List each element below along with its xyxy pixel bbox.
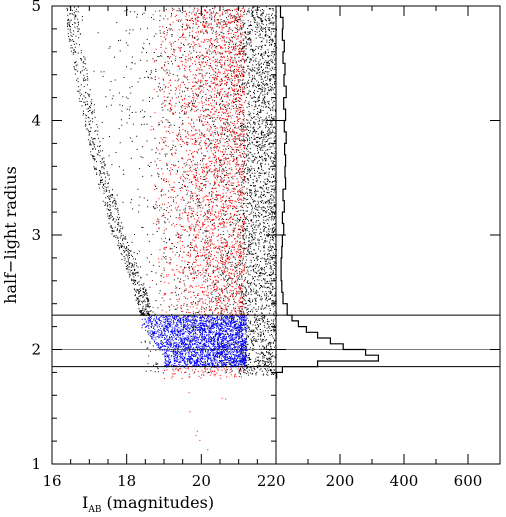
y-tick-label: 3 bbox=[31, 226, 41, 244]
histogram-ticks: 0 200 400 600 bbox=[275, 5, 500, 490]
hist-x-tick-label: 0 bbox=[276, 472, 286, 490]
y-tick-label: 1 bbox=[31, 455, 41, 473]
x-axis-title-rest: (magnitudes) bbox=[107, 493, 215, 512]
y-axis-title: half−light radius bbox=[1, 166, 20, 304]
left-horizontal-lines bbox=[52, 314, 276, 368]
y-tick-label: 2 bbox=[31, 341, 41, 359]
histogram-horizontal-lines bbox=[276, 314, 500, 368]
scatter-points bbox=[66, 6, 278, 451]
x-tick-label: 22 bbox=[257, 472, 276, 490]
histogram-panel: 0 200 400 600 bbox=[275, 5, 501, 490]
x-tick-label: 18 bbox=[117, 472, 136, 490]
red-points bbox=[150, 6, 246, 451]
x-axis-title: IAB (magnitudes) bbox=[82, 493, 214, 515]
histogram-line bbox=[276, 5, 379, 379]
x-tick-label: 16 bbox=[42, 472, 61, 490]
x-axis-title-sub: AB bbox=[87, 505, 101, 515]
hist-x-tick-label: 200 bbox=[326, 472, 355, 490]
x-axis-title-main: I bbox=[82, 493, 88, 512]
blue-points bbox=[141, 315, 248, 368]
y-tick-label: 4 bbox=[31, 112, 41, 130]
histogram-frame bbox=[275, 5, 501, 465]
hist-x-tick-label: 600 bbox=[454, 472, 483, 490]
y-tick-label: 5 bbox=[31, 0, 41, 15]
scatter-panel: 16 18 20 22 1 2 3 4 5 bbox=[31, 0, 278, 490]
black-points bbox=[66, 6, 278, 376]
hist-x-tick-label: 400 bbox=[390, 472, 419, 490]
x-tick-label: 20 bbox=[192, 472, 211, 490]
scatter-ticks: 16 18 20 22 1 2 3 4 5 bbox=[31, 0, 277, 490]
